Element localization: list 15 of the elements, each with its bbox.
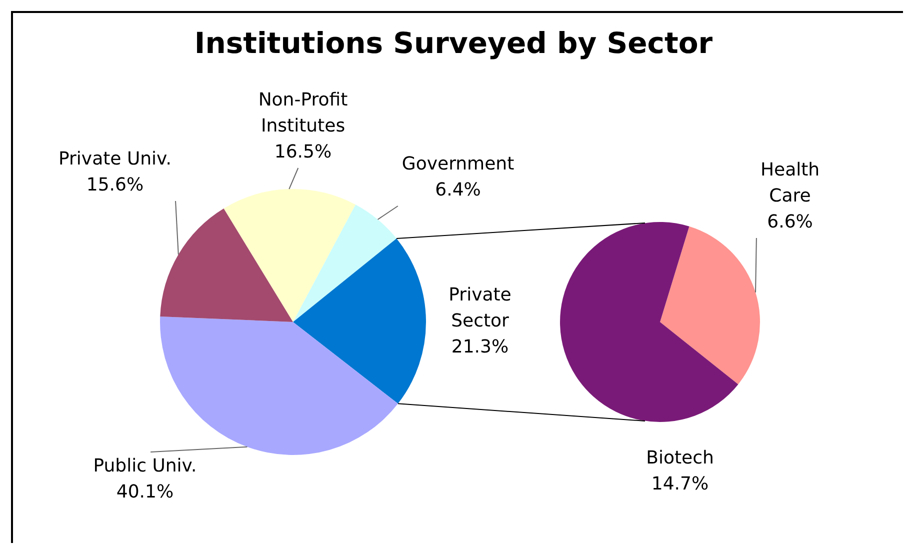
data-label: 14.7% xyxy=(651,474,709,495)
slice-label: Government xyxy=(402,154,514,175)
slice-label: Non-Profit Institutes xyxy=(258,90,348,137)
data-label: 6.6% xyxy=(767,212,813,233)
slice-label: Health Care xyxy=(760,160,820,207)
chart-title: Institutions Surveyed by Sector xyxy=(193,26,714,60)
slice-label: Private Sector xyxy=(448,284,512,332)
data-label: 40.1% xyxy=(116,482,174,503)
slice-label: Public Univ. xyxy=(93,456,197,477)
data-label: 16.5% xyxy=(274,142,332,163)
data-label: 6.4% xyxy=(435,180,481,201)
data-label: 21.3% xyxy=(451,336,509,358)
slice-label: Biotech xyxy=(646,448,714,469)
data-label: 15.6% xyxy=(86,174,144,196)
slice-label: Private Univ. xyxy=(58,148,172,170)
